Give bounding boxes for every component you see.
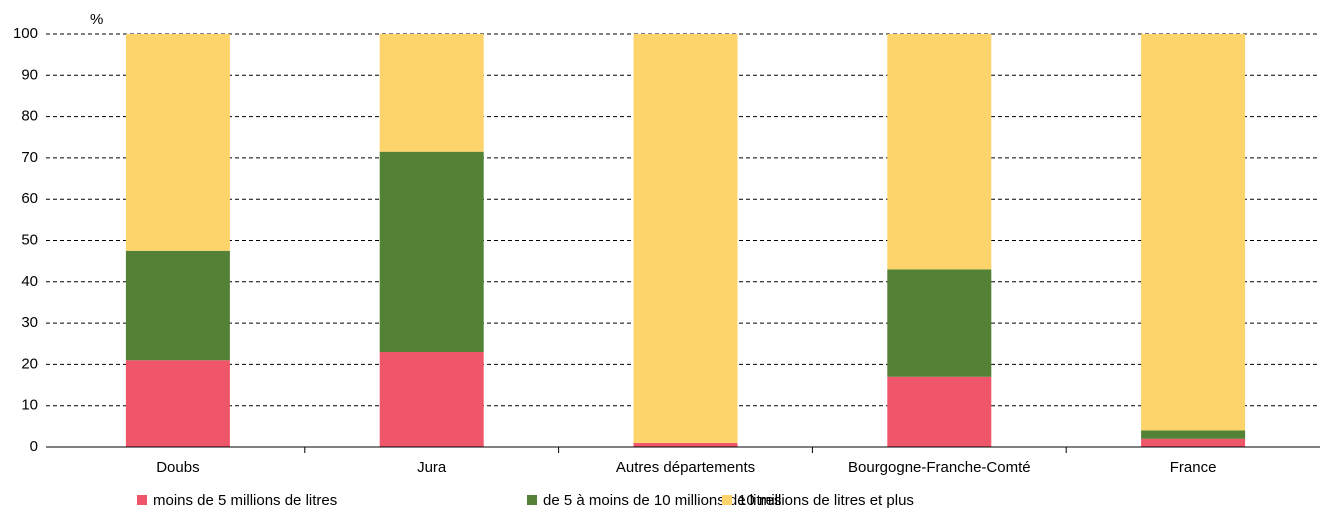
legend-swatch [527, 495, 537, 505]
bar-segment [379, 34, 484, 152]
legend-swatch [137, 495, 147, 505]
y-tick-label: 50 [21, 231, 38, 248]
bar-segment [125, 34, 230, 251]
bar-segment [1141, 438, 1246, 447]
y-tick-label: 30 [21, 314, 38, 331]
y-tick-label: 40 [21, 273, 38, 290]
y-tick-label: 10 [21, 397, 38, 414]
bar-segment [379, 352, 484, 447]
bar-segment [887, 269, 992, 377]
y-tick-label: 60 [21, 190, 38, 207]
x-tick-label: France [1170, 459, 1217, 476]
legend-swatch [722, 495, 732, 505]
bar-segment [1141, 430, 1246, 439]
legend-label: moins de 5 millions de litres [153, 492, 337, 509]
bar-segment [633, 442, 738, 447]
bar-segment [633, 34, 738, 443]
y-tick-label: 0 [30, 438, 38, 455]
bar-segment [1141, 34, 1246, 431]
y-tick-label: 90 [21, 66, 38, 83]
x-tick-label: Jura [417, 459, 447, 476]
y-tick-label: 20 [21, 355, 38, 372]
bar-segment [125, 250, 230, 361]
x-tick-label: Bourgogne-Franche-Comté [848, 459, 1031, 476]
x-tick-label: Doubs [156, 459, 199, 476]
bar-segment [125, 360, 230, 447]
y-tick-label: 100 [13, 25, 38, 42]
bar-segment [887, 376, 992, 447]
x-tick-label: Autres départements [616, 459, 755, 476]
legend-label: de 5 à moins de 10 millions de litres [543, 492, 781, 509]
y-tick-label: 70 [21, 149, 38, 166]
y-unit-label: % [90, 11, 103, 28]
bar-segment [379, 151, 484, 353]
y-tick-label: 80 [21, 108, 38, 125]
bar-segment [887, 34, 992, 270]
legend-label: 10 millions de litres et plus [738, 492, 914, 509]
